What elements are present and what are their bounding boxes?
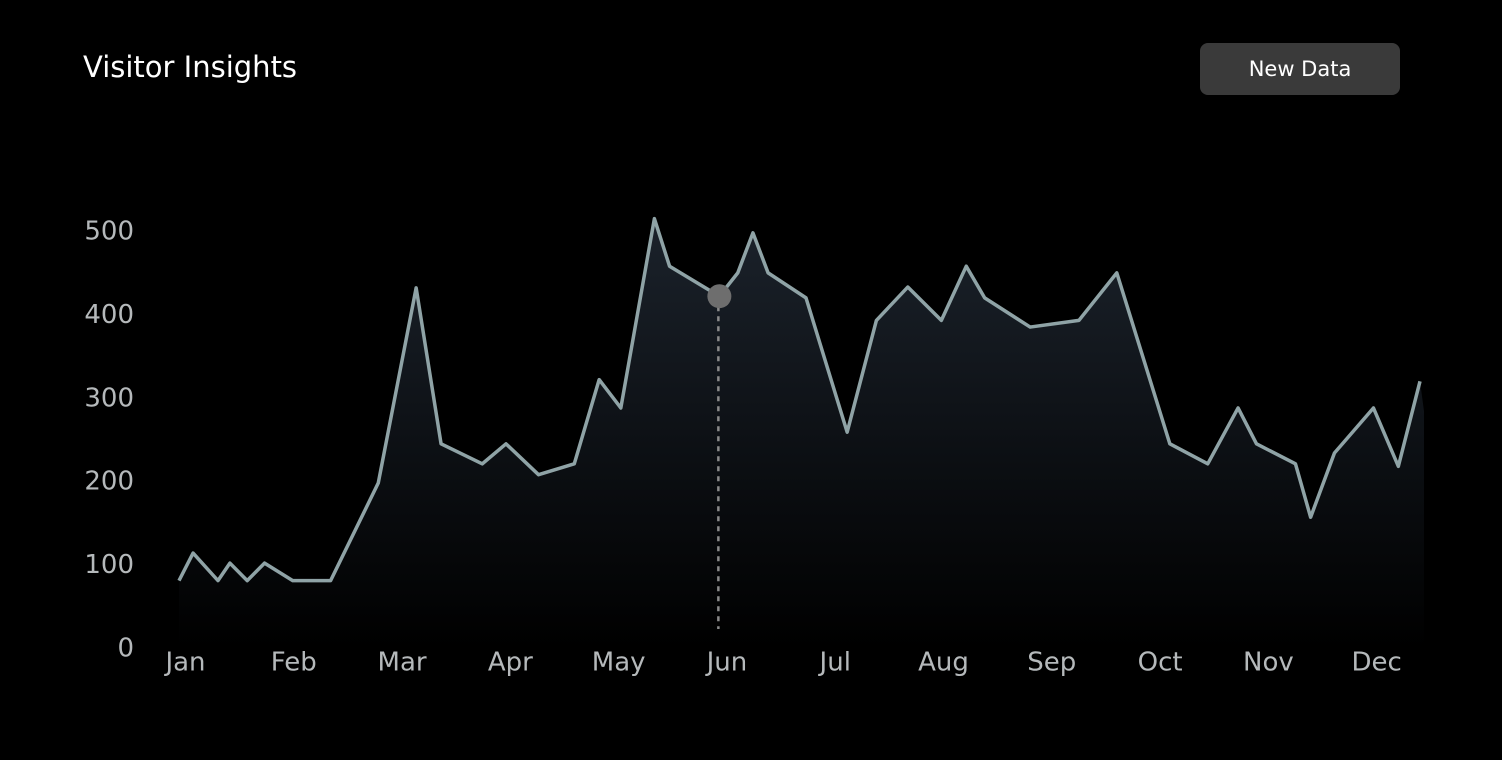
y-tick-label: 100 [84,550,134,580]
marker-point [707,284,732,309]
line [177,216,1422,583]
button-bg[interactable] [1200,43,1400,95]
x-tick-label: Nov [1243,648,1294,678]
x-tick-label: Dec [1352,648,1402,678]
y-tick-label: 400 [84,300,134,330]
x-tick-label: Jun [705,648,748,678]
x-tick-label: Oct [1138,648,1183,678]
x-tick-label: Apr [488,648,533,678]
button-label[interactable]: New Data [1249,57,1352,81]
y-tick-label: 500 [84,217,134,247]
x-tick-label: Sep [1027,648,1076,678]
x-tick-label: Jan [163,648,205,678]
chart-title: Visitor Insights [83,50,297,84]
x-tick-label: Aug [918,648,969,678]
x-tick-label: Mar [378,648,427,678]
y-tick-label: 300 [84,383,134,413]
x-tick-label: Feb [271,648,317,678]
x-tick-label: May [592,648,646,678]
area [179,218,1424,649]
y-tick-label: 200 [84,467,134,497]
y-tick-label: 0 [117,634,134,664]
x-tick-label: Jul [818,648,851,678]
new-data-button[interactable]: New Data [1200,43,1400,95]
